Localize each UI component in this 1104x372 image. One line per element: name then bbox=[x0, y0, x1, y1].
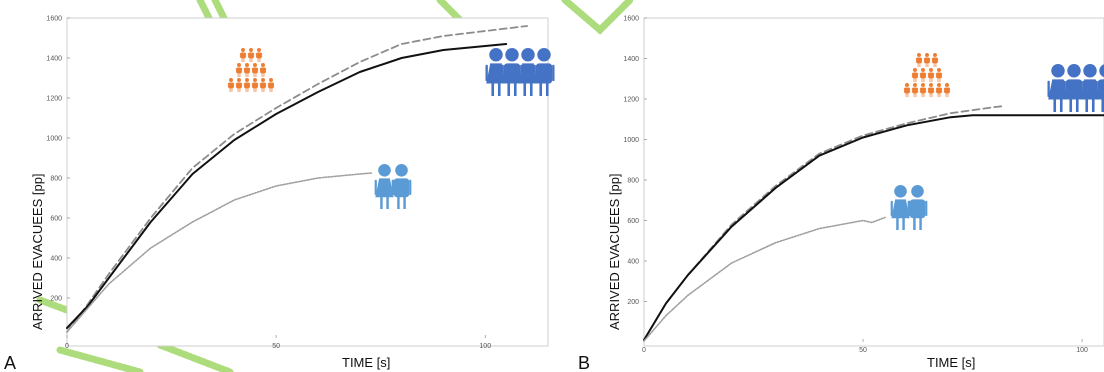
person-icon bbox=[533, 48, 555, 96]
x-axis-label-a: TIME [s] bbox=[342, 355, 390, 370]
person-icon bbox=[911, 68, 919, 82]
y-tick-label: 800 bbox=[627, 178, 639, 185]
person-icon bbox=[903, 83, 911, 97]
dotted-series-line bbox=[643, 216, 886, 342]
dark-blue-group-icon bbox=[1047, 64, 1104, 112]
person-icon bbox=[931, 53, 939, 67]
person-icon bbox=[259, 63, 267, 77]
orange-crowd-pyramid-icon bbox=[903, 53, 951, 97]
watermark-stroke bbox=[561, 0, 634, 35]
y-tick-label: 1000 bbox=[46, 136, 62, 143]
person-icon bbox=[235, 63, 243, 77]
solid-series-line bbox=[643, 114, 1104, 341]
person-icon bbox=[239, 48, 247, 62]
y-ticks-a: 200 400 600 800 1000 1200 1400 1600 bbox=[46, 16, 70, 303]
dark-blue-group-icon bbox=[485, 48, 555, 96]
y-tick-label: 200 bbox=[627, 299, 639, 306]
person-icon bbox=[247, 48, 255, 62]
x-ticks-a: 0 50 100 bbox=[65, 335, 491, 350]
x-tick-label: 50 bbox=[272, 343, 280, 350]
person-icon bbox=[890, 185, 911, 230]
plot-area-a bbox=[66, 17, 549, 347]
person-icon bbox=[927, 83, 935, 97]
x-tick-label: 0 bbox=[642, 347, 646, 354]
person-icon bbox=[235, 78, 243, 92]
person-icon bbox=[485, 48, 507, 96]
solid-series-line bbox=[66, 43, 508, 329]
y-tick-label: 1400 bbox=[623, 56, 639, 63]
y-tick-label: 1200 bbox=[623, 97, 639, 104]
y-tick-label: 600 bbox=[50, 216, 62, 223]
y-tick-label: 1200 bbox=[46, 96, 62, 103]
x-axis-label-b: TIME [s] bbox=[927, 355, 975, 370]
person-icon bbox=[915, 53, 923, 67]
y-tick-label: 200 bbox=[50, 296, 62, 303]
person-icon bbox=[267, 78, 275, 92]
y-tick-label: 1600 bbox=[46, 16, 62, 23]
panel-label-b: B bbox=[578, 353, 590, 372]
series-lines-b bbox=[643, 105, 1104, 342]
plot-area-b bbox=[643, 17, 1104, 347]
y-axis-label-a: ARRIVED EVACUEES [pp] bbox=[30, 173, 45, 330]
person-icon bbox=[243, 63, 251, 77]
y-tick-label: 400 bbox=[50, 256, 62, 263]
series-lines-a bbox=[66, 25, 528, 333]
person-icon bbox=[911, 83, 919, 97]
dashed-series-line bbox=[66, 25, 528, 333]
panel-label-a: A bbox=[4, 353, 16, 372]
person-icon bbox=[923, 53, 931, 67]
panel-b: 200 400 600 800 1000 1200 1400 1600 0 50 100 ARRI… bbox=[578, 16, 1104, 372]
y-tick-label: 800 bbox=[50, 176, 62, 183]
person-icon bbox=[1095, 64, 1104, 112]
x-tick-label: 100 bbox=[479, 343, 491, 350]
dotted-series-line bbox=[66, 172, 374, 333]
person-icon bbox=[927, 68, 935, 82]
orange-crowd-pyramid-icon bbox=[227, 48, 275, 92]
person-icon bbox=[943, 83, 951, 97]
person-icon bbox=[919, 83, 927, 97]
person-icon bbox=[501, 48, 523, 96]
light-blue-couple-icon bbox=[374, 164, 412, 209]
person-icon bbox=[255, 48, 263, 62]
x-tick-label: 100 bbox=[1076, 347, 1088, 354]
person-icon bbox=[259, 78, 267, 92]
person-icon bbox=[935, 83, 943, 97]
y-tick-label: 1000 bbox=[623, 137, 639, 144]
x-tick-label: 50 bbox=[859, 347, 867, 354]
y-tick-label: 600 bbox=[627, 218, 639, 225]
watermark-stroke bbox=[156, 341, 234, 372]
person-icon bbox=[374, 164, 395, 209]
y-tick-label: 1600 bbox=[623, 16, 639, 23]
person-icon bbox=[919, 68, 927, 82]
y-tick-label: 400 bbox=[627, 259, 639, 266]
person-icon bbox=[1047, 64, 1069, 112]
watermark-stroke bbox=[56, 346, 144, 372]
y-ticks-b: 200 400 600 800 1000 1200 1400 1600 bbox=[623, 16, 647, 306]
person-icon bbox=[243, 78, 251, 92]
person-icon bbox=[251, 63, 259, 77]
light-blue-couple-icon bbox=[890, 185, 928, 230]
person-icon bbox=[935, 68, 943, 82]
y-axis-label-b: ARRIVED EVACUEES [pp] bbox=[607, 173, 622, 330]
person-icon bbox=[251, 78, 259, 92]
person-icon bbox=[227, 78, 235, 92]
panel-a: 200 400 600 800 1000 1200 1400 1600 0 50 100 ARRI… bbox=[4, 16, 555, 372]
person-icon bbox=[391, 164, 412, 209]
y-tick-label: 1400 bbox=[46, 56, 62, 63]
x-tick-label: 0 bbox=[65, 343, 69, 350]
person-icon bbox=[907, 185, 928, 230]
